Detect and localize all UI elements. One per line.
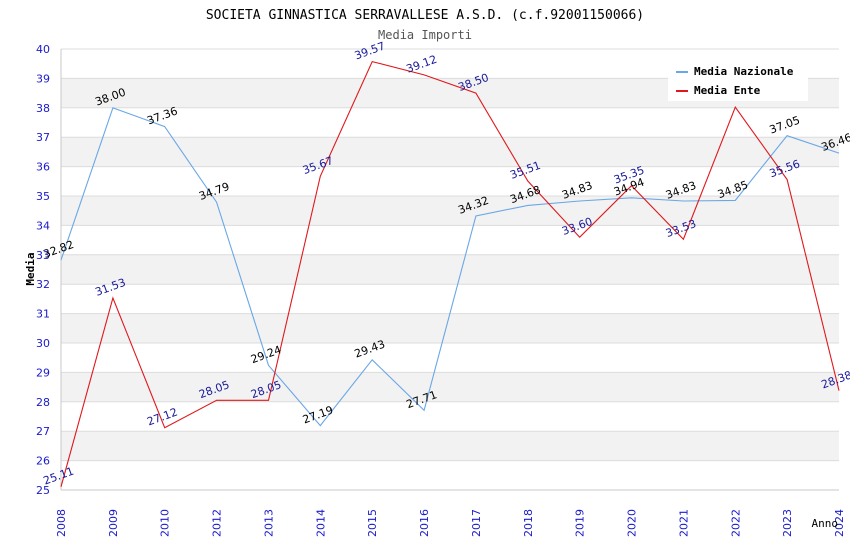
data-label: 27.12 — [145, 406, 179, 429]
legend: Media Nazionale Media Ente — [668, 61, 808, 101]
y-tick-label: 27 — [36, 425, 50, 438]
y-tick-label: 33 — [36, 249, 50, 262]
legend-label-nazionale: Media Nazionale — [694, 65, 794, 78]
y-tick-label: 39 — [36, 72, 50, 85]
chart-subtitle: Media Importi — [378, 28, 472, 42]
x-tick-label: 2016 — [418, 509, 431, 537]
x-tick-label: 2014 — [314, 509, 327, 537]
y-tick-label: 25 — [36, 484, 50, 497]
legend-label-ente: Media Ente — [694, 84, 761, 97]
chart-title: SOCIETA GINNASTICA SERRAVALLESE A.S.D. (… — [206, 8, 644, 23]
x-tick-label: 2022 — [729, 509, 742, 537]
axes — [60, 49, 839, 491]
data-label: 25.11 — [42, 465, 76, 488]
grid-band — [61, 254, 839, 285]
grid-band — [61, 313, 839, 343]
x-tick-label: 2012 — [211, 509, 224, 537]
x-tick-label: 2021 — [677, 509, 690, 537]
y-tick-label: 34 — [36, 219, 50, 232]
y-tick-label: 40 — [36, 43, 50, 56]
x-tick-label: 2024 — [833, 509, 846, 537]
y-tick-label: 29 — [36, 366, 50, 379]
y-tick-label: 26 — [36, 455, 50, 468]
y-axis-label: Media — [24, 252, 37, 285]
grid-bands — [61, 78, 839, 461]
grid-band — [61, 372, 839, 402]
x-tick-label: 2015 — [366, 509, 379, 537]
y-tick-label: 28 — [36, 396, 50, 409]
x-tick-label: 2018 — [522, 509, 535, 537]
x-tick-label: 2017 — [470, 509, 483, 537]
x-tick-label: 2019 — [574, 509, 587, 537]
x-tick-labels: 2008 2009 2010 2012 2013 2014 2015 2016 2017 2018… — [55, 509, 846, 537]
series-lines — [60, 60, 840, 487]
data-label: 39.12 — [405, 53, 439, 76]
series-line-nazionale — [60, 107, 840, 427]
x-tick-label: 2020 — [626, 509, 639, 537]
x-tick-label: 2010 — [159, 509, 172, 537]
x-tick-label: 2009 — [107, 509, 120, 537]
x-axis-label: Anno — [812, 517, 839, 530]
legend-box — [668, 61, 808, 101]
grid-band — [61, 431, 839, 461]
y-tick-labels: 25 26 27 28 29 30 31 32 33 34 35 36 37 38 39 40 — [36, 43, 50, 497]
data-label: 37.05 — [768, 114, 802, 137]
x-tick-label: 2023 — [781, 509, 794, 537]
y-tick-label: 31 — [36, 308, 50, 321]
grid-lines — [61, 48, 839, 491]
y-tick-label: 32 — [36, 278, 50, 291]
data-label: 29.24 — [249, 343, 283, 366]
x-tick-label: 2008 — [55, 509, 68, 537]
y-tick-label: 37 — [36, 131, 50, 144]
y-tick-label: 30 — [36, 337, 50, 350]
x-tick-label: 2013 — [262, 509, 275, 537]
y-tick-label: 35 — [36, 190, 50, 203]
y-tick-label: 38 — [36, 102, 50, 115]
data-label: 39.57 — [353, 39, 387, 62]
series-line-ente — [60, 60, 840, 487]
y-tick-label: 36 — [36, 161, 50, 174]
grid-band — [61, 137, 839, 167]
